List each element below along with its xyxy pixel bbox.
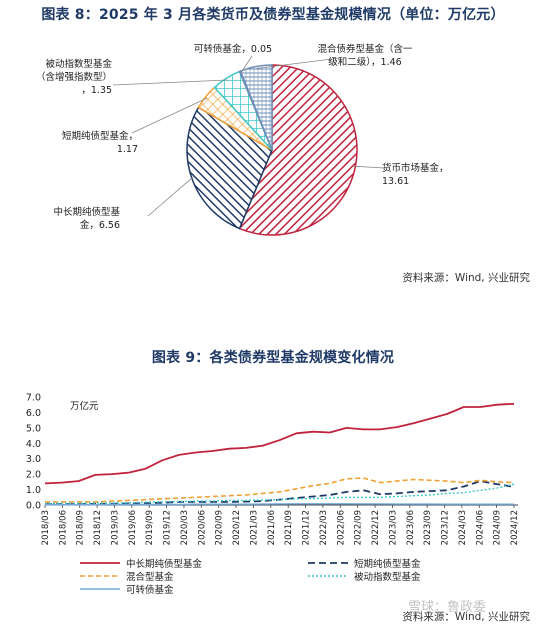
x-tick-label: 2023/12 [441,510,451,545]
x-tick-label: 2024/03 [458,510,468,545]
series-line [45,480,515,506]
x-tick-label: 2020/03 [180,510,190,545]
pie-label: 货币市场基金， 13.61 [382,162,449,187]
x-tick-label: 2023/03 [388,510,398,545]
line-chart: 0.0 1.0 2.0 3.0 4.0 5.0 6.0 7.0 万亿元 2018/03 2018/0… [26,393,520,597]
pie-leader-line [112,79,228,86]
x-tick-label: 2021/06 [267,510,277,545]
pie-label: 混合债券型基金（含一级和二级），1.46 [317,43,413,68]
series-line [44,402,515,485]
x-tick-label: 2021/12 [302,510,312,545]
pie-chart: 货币市场基金， 13.61 中长期纯债型基金，6.56 短期纯债型基金， 1.17 被动指… [36,43,449,236]
unit-label: 万亿元 [70,400,99,412]
x-tick-label: 2019/03 [111,510,121,545]
pie-slice [239,64,273,151]
x-tick-label: 2023/06 [406,510,416,545]
pie-leader-line [147,176,194,217]
pie-leader-line [240,55,253,74]
pie-label: 可转债基金，0.05 [194,43,272,55]
legend-label: 短期纯债型基金 [354,558,421,570]
line-source-note: 资料来源：Wind, 兴业研究 [402,611,530,623]
x-tick-label: 2021/03 [249,510,259,545]
y-tick-label: 0.0 [26,501,41,512]
x-tick-label: 2022/09 [354,510,364,545]
pie-leader-line [256,57,341,69]
x-tick-label: 2019/06 [128,510,138,545]
pie-label: 中长期纯债型基金，6.56 [53,206,120,231]
x-tick-label: 2019/12 [163,510,173,545]
x-tick-label: 2019/09 [145,510,155,545]
pie-source-note: 资料来源：Wind, 兴业研究 [402,272,530,284]
x-tick-label: 2018/09 [76,510,86,545]
pie-label: 被动指数型基金（含增强指数型），1.35 [36,58,113,96]
y-tick-label: 6.0 [26,408,41,419]
x-tick-label: 2018/03 [41,510,51,545]
y-tick-label: 3.0 [26,454,41,465]
x-tick-label: 2024/12 [510,510,520,545]
y-tick-label: 7.0 [26,393,41,404]
pie-chart-title: 图表 8：2025 年 3 月各类货币及债券型基金规模情况（单位：万亿元） [41,7,505,23]
x-tick-label: 2022/06 [336,510,346,545]
legend-label: 中长期纯债型基金 [126,558,203,570]
line-chart-title: 图表 9：各类债券型基金规模变化情况 [151,350,395,366]
x-tick-label: 2018/06 [58,510,68,545]
pie-leader-line [131,97,208,134]
pie-leader-line [353,165,385,169]
series-line [45,503,514,506]
x-tick-label: 2018/12 [93,510,103,545]
series-line [45,483,515,505]
x-tick-label: 2020/06 [197,510,207,545]
y-tick-label: 4.0 [26,439,41,450]
x-tick-label: 2024/06 [475,510,485,545]
y-tick-label: 2.0 [26,470,41,481]
x-tick-label: 2022/03 [319,510,329,545]
legend-label: 可转债基金 [126,584,174,596]
legend-label: 被动指数型基金 [354,571,421,583]
x-tick-label: 2021/09 [284,510,294,545]
y-tick-label: 5.0 [26,423,41,434]
series-line [45,477,515,503]
watermark: 雪球：鲁政委 [408,600,487,615]
x-tick-label: 2020/12 [232,510,242,545]
legend-label: 混合型基金 [126,571,174,583]
x-tick-label: 2023/09 [423,510,433,545]
pie-label: 短期纯债型基金， 1.17 [62,130,138,155]
x-tick-label: 2020/09 [215,510,225,545]
x-tick-label: 2022/12 [371,510,381,545]
y-tick-label: 1.0 [26,485,41,496]
x-tick-label: 2024/09 [493,510,503,545]
